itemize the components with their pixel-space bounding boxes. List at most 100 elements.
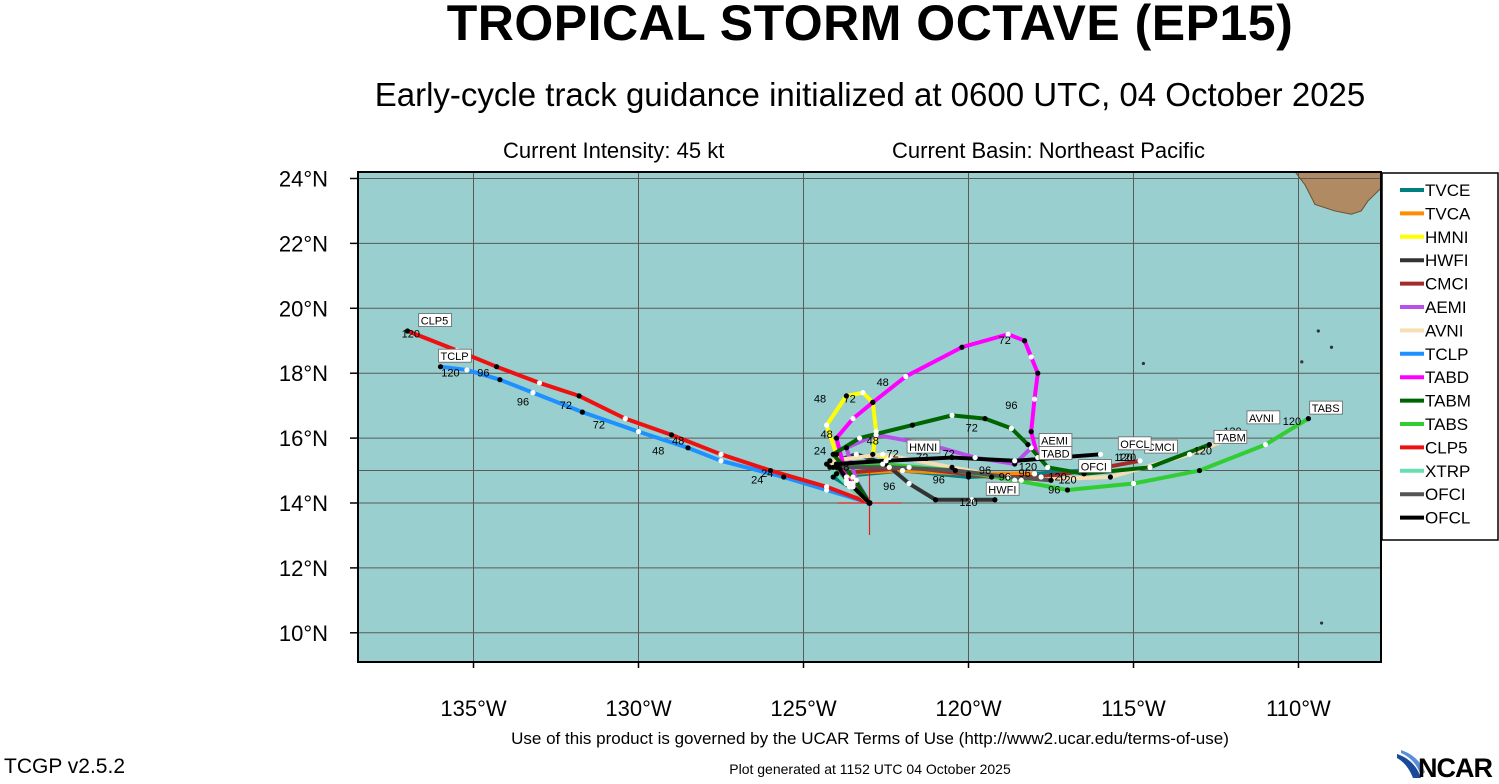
forecast-hour-label: 72 <box>560 400 572 412</box>
track-point <box>903 373 909 380</box>
forecast-hour-label: 48 <box>820 429 832 441</box>
track-line <box>844 432 1034 505</box>
track-point <box>909 422 916 428</box>
x-tick-label: 115°W <box>1101 696 1166 721</box>
track-point <box>1028 429 1034 435</box>
track-point <box>685 445 691 451</box>
forecast-hour-label: 120 <box>1048 471 1066 483</box>
model-tag-tabd: TABD <box>1041 449 1070 461</box>
legend-item-avni: AVNI <box>1400 321 1463 340</box>
legend-label: OFCI <box>1425 485 1466 504</box>
track-point <box>824 461 830 467</box>
legend-label: TABS <box>1425 415 1468 434</box>
track-point <box>494 364 500 370</box>
model-tag-box <box>1246 410 1281 425</box>
forecast-hour-label: 96 <box>933 475 945 487</box>
track-point <box>982 416 988 422</box>
y-tick-label: 22°N <box>279 231 328 256</box>
track-point <box>824 422 830 428</box>
track-point <box>767 467 774 474</box>
track-point <box>1130 480 1137 487</box>
track-point <box>1064 487 1071 493</box>
track-point <box>952 467 958 474</box>
track-point <box>1196 467 1203 474</box>
legend-box <box>1381 172 1499 541</box>
track-point <box>853 451 859 457</box>
forecast-hour-label: 96 <box>883 481 895 493</box>
track-point <box>870 399 876 405</box>
legend-label: TVCA <box>1425 204 1471 223</box>
forecast-hour-label: 72 <box>593 419 605 431</box>
legend-item-hwfi: HWFI <box>1400 251 1468 270</box>
forecast-hour-label: 120 <box>1019 462 1037 474</box>
legend-label: XTRP <box>1425 462 1470 481</box>
forecast-hour-label: 96 <box>999 471 1011 483</box>
model-tag-hwfi: HWFI <box>988 484 1016 496</box>
legend-label: CMCI <box>1425 275 1468 294</box>
track-point <box>718 458 724 464</box>
forecast-hour-label: 48 <box>867 436 879 448</box>
map-frame <box>357 171 1382 663</box>
y-tick-label: 12°N <box>279 556 328 581</box>
x-tick-label: 135°W <box>440 696 507 721</box>
forecast-hour-label: 48 <box>672 436 684 448</box>
forecast-hour-label: 24 <box>814 445 826 457</box>
track-point <box>880 461 886 467</box>
track-point <box>1022 338 1028 344</box>
forecast-hour-label: 96 <box>517 397 529 409</box>
track-point <box>949 454 955 461</box>
y-tick-label: 10°N <box>279 621 328 646</box>
track-point <box>992 497 998 503</box>
forecast-hour-label: 96 <box>1005 400 1017 412</box>
x-tick-label: 120°W <box>935 696 1002 721</box>
track-point <box>857 435 863 441</box>
model-tag-cmci: CMCI <box>1147 442 1175 454</box>
track-point <box>949 412 955 418</box>
track-point <box>1028 354 1034 360</box>
legend-label: AVNI <box>1425 321 1463 340</box>
track-point <box>850 484 856 490</box>
legend-label: CLP5 <box>1425 438 1468 457</box>
forecast-hour-label: 120 <box>441 367 459 379</box>
forecast-hour-label: 72 <box>943 449 955 461</box>
track-point <box>853 477 859 483</box>
track-point <box>1107 474 1113 480</box>
legend-label: TCLP <box>1425 345 1468 364</box>
page-subtitle: Early-cycle track guidance initialized a… <box>374 76 1366 113</box>
track-point <box>1012 477 1018 483</box>
model-tag-ofci: OFCI <box>1081 462 1107 474</box>
track-point <box>1028 445 1034 451</box>
model-tag-avni: AVNI <box>1249 413 1274 425</box>
model-tag-box <box>985 481 1020 496</box>
legend-label: TVCE <box>1425 181 1470 200</box>
track-point <box>622 416 628 422</box>
track-point <box>843 445 850 451</box>
legend-item-clp5: CLP5 <box>1400 438 1468 457</box>
forecast-hour-label: 96 <box>1048 484 1060 496</box>
legend-label: HMNI <box>1425 228 1468 247</box>
legend-item-tclp: TCLP <box>1400 345 1468 364</box>
track-point <box>1187 451 1193 457</box>
model-tag-box <box>1117 436 1152 451</box>
legend-item-ofci: OFCI <box>1400 485 1466 504</box>
x-tick-label: 110°W <box>1266 696 1331 721</box>
legend: TVCE TVCA HMNI HWFI CMCI AEMI AVNI TCLP TABD TABM… <box>1381 172 1499 541</box>
forecast-hour-label: 24 <box>751 475 763 487</box>
track-point <box>668 432 675 438</box>
forecast-hour-label: 96 <box>979 465 991 477</box>
forecast-hour-label: 48 <box>877 377 889 389</box>
legend-item-cmci: CMCI <box>1400 275 1468 294</box>
legend-item-ofcl: OFCL <box>1400 509 1470 528</box>
track-point <box>404 328 411 334</box>
model-tag-clp5: CLP5 <box>421 316 449 328</box>
legend-item-tabd: TABD <box>1400 368 1469 387</box>
legend-item-hmni: HMNI <box>1400 228 1468 247</box>
y-tick-label: 24°N <box>279 166 328 191</box>
page-title: TROPICAL STORM OCTAVE (EP15) <box>446 0 1294 51</box>
land-mass <box>1294 172 1381 215</box>
legend-label: TABD <box>1425 368 1469 387</box>
forecast-hour-label: 72 <box>916 452 928 464</box>
track-aemi <box>844 432 1034 505</box>
track-point <box>860 390 866 396</box>
island-mark <box>1141 361 1145 366</box>
